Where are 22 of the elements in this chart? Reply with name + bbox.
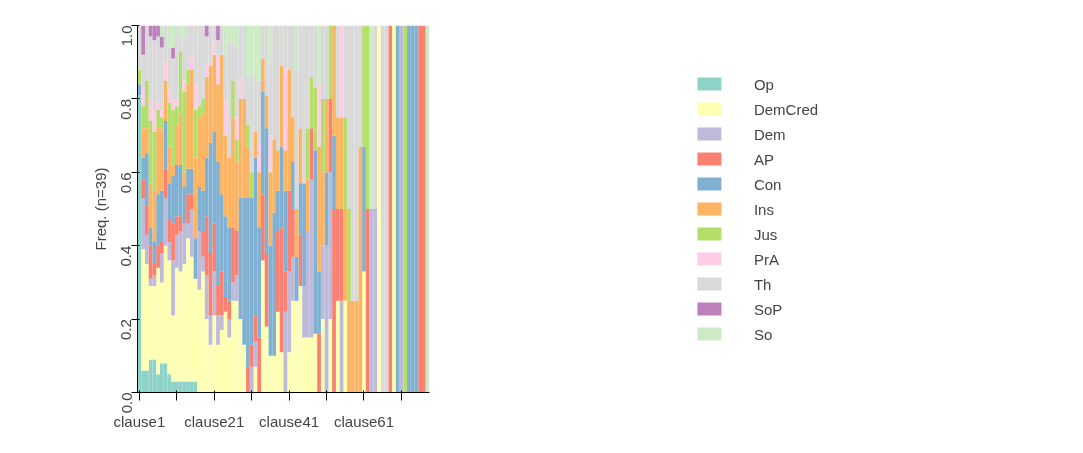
y-tick-label: 0.6 xyxy=(117,172,135,194)
legend-label: Dem xyxy=(753,125,786,142)
legend-label: DemCred xyxy=(753,100,819,117)
legend-label: So xyxy=(753,325,774,342)
x-tick-label: clause61 xyxy=(333,412,395,430)
legend-label: Jus xyxy=(753,225,778,242)
y-tick-label: 0.4 xyxy=(117,245,135,267)
legend-label: Op xyxy=(753,75,774,92)
y-tick-label: 0.0 xyxy=(117,392,135,414)
y-axis-title: Freq. (n=39) xyxy=(91,167,109,251)
legend-label: Ins xyxy=(753,200,774,217)
x-tick-label: clause41 xyxy=(259,412,320,430)
x-tick-label: clause1 xyxy=(113,412,166,430)
legend-label: Th xyxy=(753,275,773,292)
y-tick-label: 0.2 xyxy=(117,319,135,340)
x-tick-label: clause21 xyxy=(184,412,245,430)
y-tick-label: 0.8 xyxy=(117,98,135,120)
legend-label: PrA xyxy=(753,250,779,267)
y-tick-label: 1.0 xyxy=(117,25,135,47)
legend-label: AP xyxy=(753,150,774,167)
legend-label: SoP xyxy=(753,300,783,317)
legend-label: Con xyxy=(753,175,782,192)
